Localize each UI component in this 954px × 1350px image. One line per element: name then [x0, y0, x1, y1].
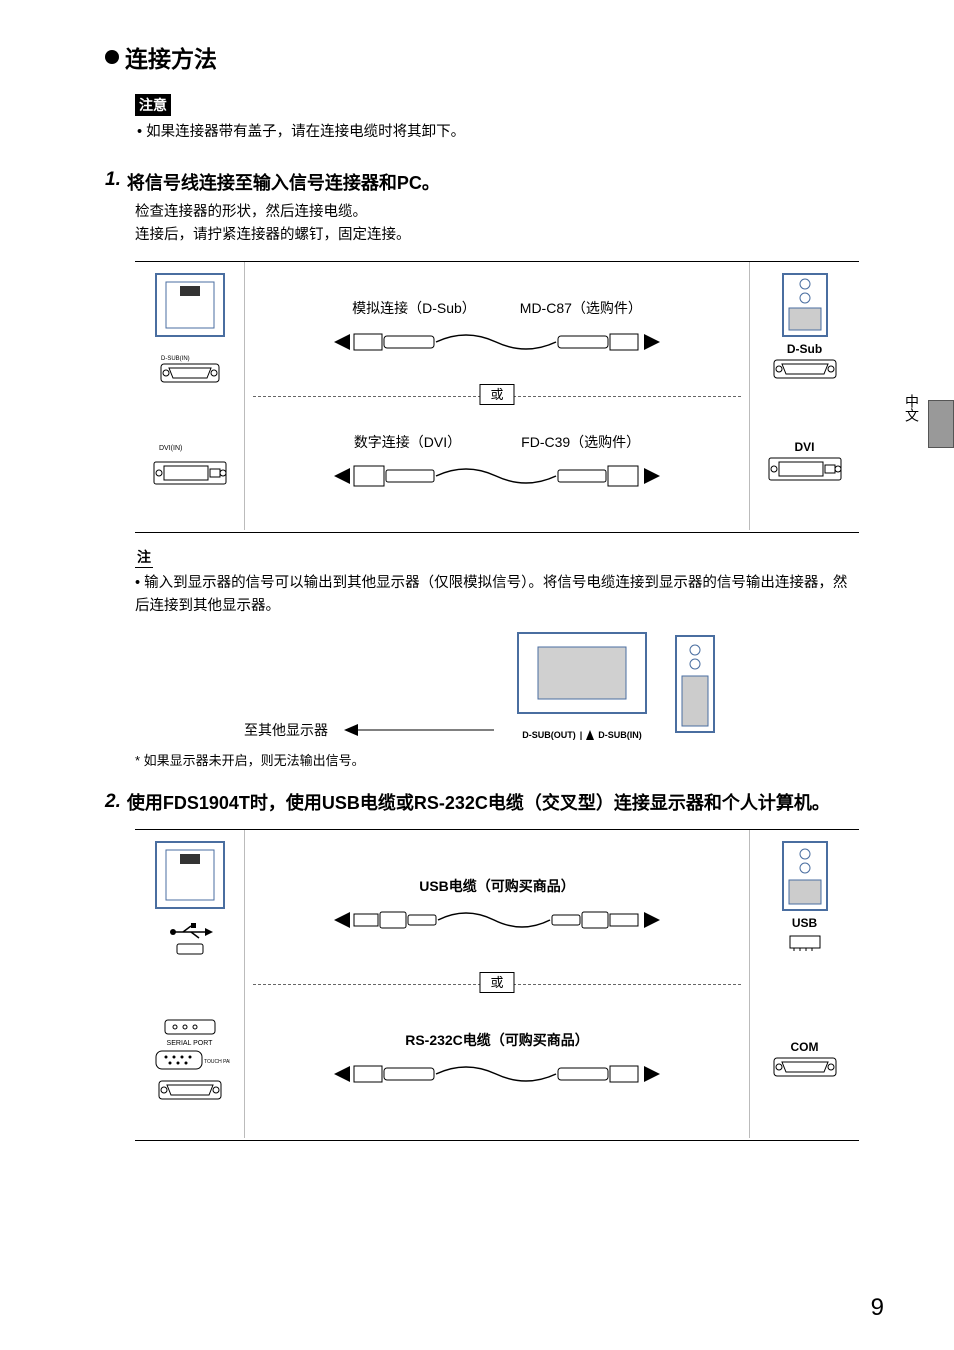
pc-side-analog: D-Sub [749, 262, 859, 396]
monitor-side-dvi: DVI(IN) [135, 396, 245, 530]
monitor-side-usb [135, 830, 245, 984]
usb-trident-icon [165, 922, 215, 956]
monitor-side-serial: SERIAL PORT TOUCH PANEL [135, 984, 245, 1138]
dvi-cable-icon [332, 458, 662, 494]
diagram-touch-connection: USB电缆（可购买商品） USB [135, 829, 859, 1141]
language-tab [928, 400, 954, 448]
note-footnote: * 如果显示器未开启，则无法输出信号。 [135, 750, 859, 769]
pc-com-label: COM [791, 1040, 819, 1054]
pc-dvi-label: DVI [794, 440, 814, 454]
step1-title: 将信号线连接至输入信号连接器和PC。 [127, 169, 440, 195]
usb-cable-col: USB电缆（可购买商品） [245, 830, 749, 984]
serial-connector-icon [155, 1079, 225, 1103]
pc-dsub-label: D-Sub [787, 342, 822, 356]
pc-dvi-port-icon [765, 456, 845, 484]
pc-side-dvi: DVI [749, 396, 859, 530]
dsub-port-icon: D-SUB(IN) [155, 350, 225, 388]
output-caption: 至其他显示器 [244, 720, 328, 740]
attention-label: 注意 [135, 94, 171, 116]
pc-tower-small-icon [670, 630, 720, 740]
dvi-port-icon [150, 460, 230, 488]
svg-text:D-SUB(IN): D-SUB(IN) [161, 356, 190, 362]
diagram-signal-connection: D-SUB(IN) 模拟连接（D-Sub） MD-C87（选购件） [135, 261, 859, 533]
step1-heading: 1. 将信号线连接至输入信号连接器和PC。 [105, 169, 859, 195]
note-label: 注 [135, 547, 153, 568]
serial-cable-col: RS-232C电缆（可购买商品） [245, 984, 749, 1138]
dsub-in-label: D-SUB(IN) [598, 730, 642, 740]
digital-cable-col: 数字连接（DVI） FD-C39（选购件） [245, 396, 749, 530]
usb-cable-icon [332, 902, 662, 938]
analog-cable-type: 模拟连接（D-Sub） [352, 298, 476, 318]
language-tab-label: 中文 [902, 394, 922, 422]
diagram-signal-output: 至其他显示器 D-SUB(OUT) | D-SUB(IN) [135, 627, 829, 740]
section-heading: 连接方法 [105, 40, 859, 74]
serial-cable-icon [332, 1056, 662, 1092]
attention-box: 注意 • 如果连接器带有盖子，请在连接电缆时将其卸下。 [135, 94, 859, 141]
note-text: • 输入到显示器的信号可以输出到其他显示器（仅限模拟信号）。将信号电缆连接到显示… [135, 572, 859, 617]
or-label-2: 或 [479, 972, 514, 993]
serial-port-icon: TOUCH PANEL [150, 1049, 230, 1075]
bullet-icon [105, 50, 119, 64]
monitor-back-icon [512, 627, 652, 725]
monitor-illustration-2 [150, 838, 230, 918]
svg-text:TOUCH PANEL: TOUCH PANEL [204, 1059, 230, 1065]
step2-number: 2. [105, 791, 121, 813]
step1-number: 1. [105, 169, 121, 191]
digital-cable-type: 数字连接（DVI） [354, 432, 461, 452]
serial-label-icon [155, 1018, 225, 1038]
attention-text: • 如果连接器带有盖子，请在连接电缆时将其卸下。 [137, 120, 859, 141]
usb-cable-label: USB电缆（可购买商品） [419, 876, 575, 896]
page-number: 9 [871, 1294, 884, 1322]
step1-line2: 连接后，请拧紧连接器的螺钉，固定连接。 [135, 224, 859, 247]
serial-cable-label: RS-232C电缆（可购买商品） [405, 1030, 589, 1050]
step1-body: 检查连接器的形状，然后连接电缆。 连接后，请拧紧连接器的螺钉，固定连接。 [135, 201, 859, 247]
pc-side-usb: USB [749, 830, 859, 984]
pc-usb-label: USB [792, 916, 817, 930]
step1-line1: 检查连接器的形状，然后连接电缆。 [135, 201, 859, 224]
pc-tower-icon-2 [775, 838, 835, 914]
pc-dsub-port-icon [770, 358, 840, 382]
or-label-1: 或 [479, 384, 514, 405]
serial-port-label: SERIAL PORT [167, 1040, 213, 1047]
pc-tower-icon [775, 270, 835, 340]
analog-cable-col: 模拟连接（D-Sub） MD-C87（选购件） [245, 262, 749, 396]
pc-com-port-icon [770, 1056, 840, 1080]
dsub-out-label: D-SUB(OUT) [522, 730, 576, 740]
step2-title: 使用FDS1904T时，使用USB电缆或RS-232C电缆（交叉型）连接显示器和… [127, 791, 830, 816]
dsub-cable-icon [332, 324, 662, 360]
monitor-side: D-SUB(IN) [135, 262, 245, 396]
svg-text:DVI(IN): DVI(IN) [159, 445, 182, 452]
pc-usb-port-icon [780, 932, 830, 952]
section-heading-text: 连接方法 [125, 40, 217, 74]
note-box: 注 • 输入到显示器的信号可以输出到其他显示器（仅限模拟信号）。将信号电缆连接到… [135, 547, 859, 617]
dvi-label-icon: DVI(IN) [155, 438, 225, 456]
monitor-illustration [150, 270, 230, 346]
pc-side-serial: COM [749, 984, 859, 1138]
analog-cable-model: MD-C87（选购件） [520, 298, 642, 318]
step2-heading: 2. 使用FDS1904T时，使用USB电缆或RS-232C电缆（交叉型）连接显… [105, 791, 859, 816]
arrow-left-icon [344, 720, 494, 740]
digital-cable-model: FD-C39（选购件） [521, 432, 640, 452]
